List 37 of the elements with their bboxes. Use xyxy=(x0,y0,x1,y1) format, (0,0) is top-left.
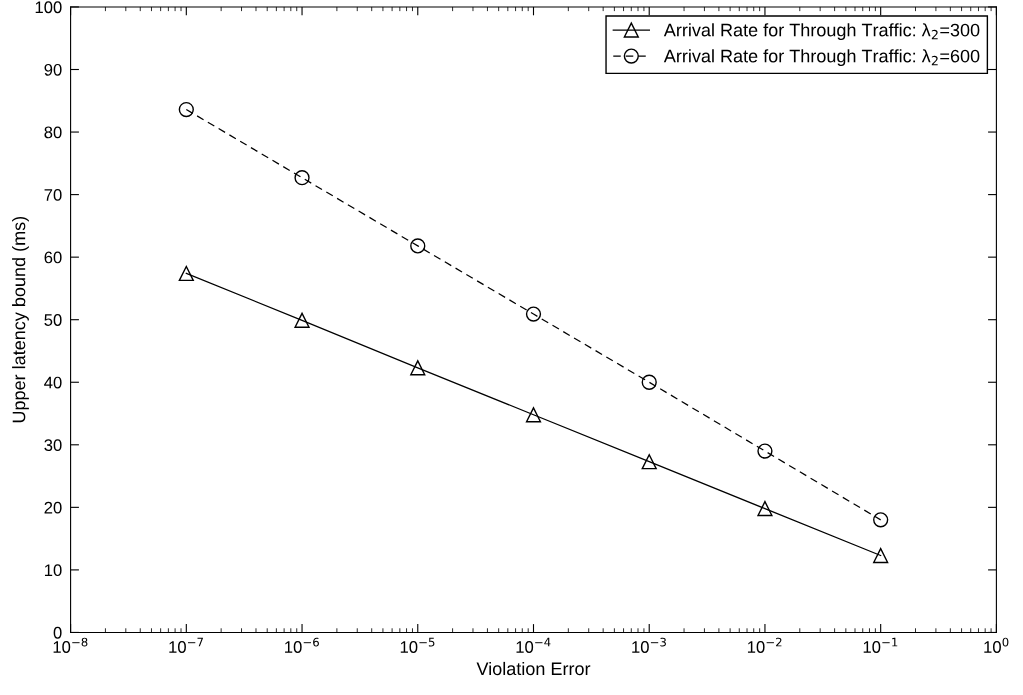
point xyxy=(641,374,657,390)
legend-label: Arrival Rate for Through Traffic: λ$_{2}$=300 xyxy=(663,23,980,41)
x-tick-label: 10$^{0}$ xyxy=(984,637,1009,653)
x-tick-label: 10$^{−2}$ xyxy=(747,637,782,653)
x-tick-label: 10$^{−5}$ xyxy=(400,637,435,653)
y-tick-label: 10 xyxy=(44,564,62,577)
y-tick-label: 30 xyxy=(44,439,62,451)
y-tick-label: 50 xyxy=(44,314,62,326)
y-tick-label: 100 xyxy=(35,1,62,14)
point xyxy=(757,443,773,459)
y-tick-label: 20 xyxy=(44,501,62,514)
y-tick-label: 80 xyxy=(44,126,62,139)
x-tick-label: 10$^{−1}$ xyxy=(863,637,898,653)
point xyxy=(410,238,426,254)
y-tick-label: 0 xyxy=(53,626,62,639)
point xyxy=(525,306,542,322)
y-tick-label: 90 xyxy=(44,63,62,76)
point xyxy=(641,454,657,470)
y-axis-title: Upper latency bound (ms) xyxy=(12,216,29,423)
x-tick-label: 10$^{−4}$ xyxy=(516,637,551,653)
x-tick-label: 10$^{−3}$ xyxy=(632,637,666,653)
point xyxy=(178,265,194,282)
point xyxy=(294,170,310,186)
legend-label: Arrival Rate for Through Traffic: λ$_{2}$=600 xyxy=(663,49,980,67)
point xyxy=(873,512,889,528)
x-tick-label: 10$^{−7}$ xyxy=(169,637,203,653)
y-tick-label: 40 xyxy=(44,376,62,389)
point xyxy=(873,547,889,564)
y-tick-label: 60 xyxy=(44,251,62,264)
point xyxy=(525,407,542,423)
x-axis-title: Violation Error xyxy=(476,661,591,676)
x-tick-label: 10$^{−6}$ xyxy=(285,637,319,653)
y-tick-label: 70 xyxy=(44,189,62,201)
point xyxy=(410,360,426,376)
point xyxy=(178,101,194,118)
point xyxy=(294,312,310,328)
point xyxy=(757,500,773,517)
